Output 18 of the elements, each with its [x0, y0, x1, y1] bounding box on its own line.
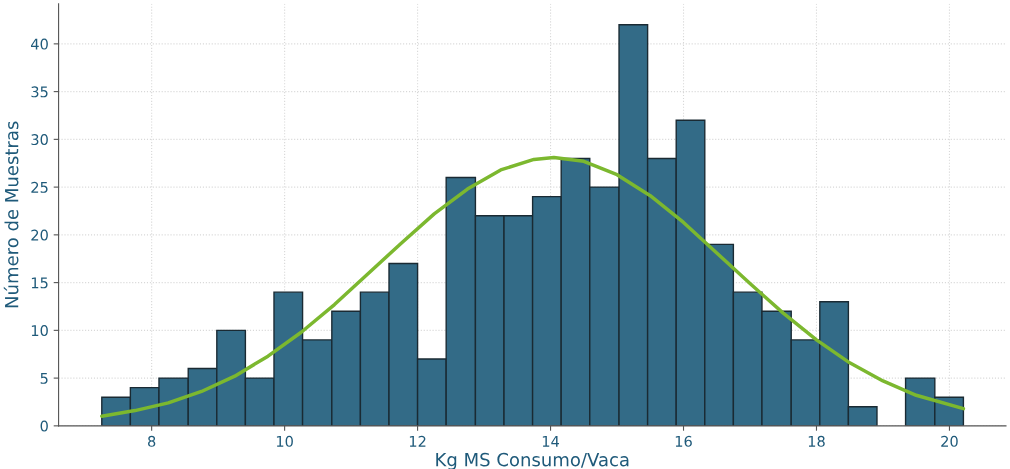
- y-tick-label: 10: [31, 325, 48, 337]
- x-tick-label: 10: [276, 435, 293, 447]
- x-tick-label: 8: [148, 435, 156, 447]
- x-tick-label: 14: [542, 436, 560, 447]
- y-tick-label: 25: [31, 181, 48, 193]
- x-tick-label: 12: [409, 435, 426, 447]
- y-tick-label: 15: [31, 277, 48, 289]
- y-tick-label: 35: [31, 86, 48, 98]
- y-tick-label: 0: [40, 420, 48, 432]
- x-axis-title: Kg MS Consumo/Vaca: [436, 452, 629, 469]
- y-axis-title: Número de Muestras: [3, 121, 19, 308]
- y-tick-label: 40: [31, 38, 48, 50]
- x-tick-label: 18: [808, 435, 825, 447]
- x-tick-label: 16: [675, 435, 692, 447]
- y-tick-label: 20: [31, 229, 48, 241]
- x-tick-label: 20: [941, 435, 958, 447]
- y-tick-label: 5: [40, 373, 48, 384]
- y-tick-label: 30: [31, 134, 48, 146]
